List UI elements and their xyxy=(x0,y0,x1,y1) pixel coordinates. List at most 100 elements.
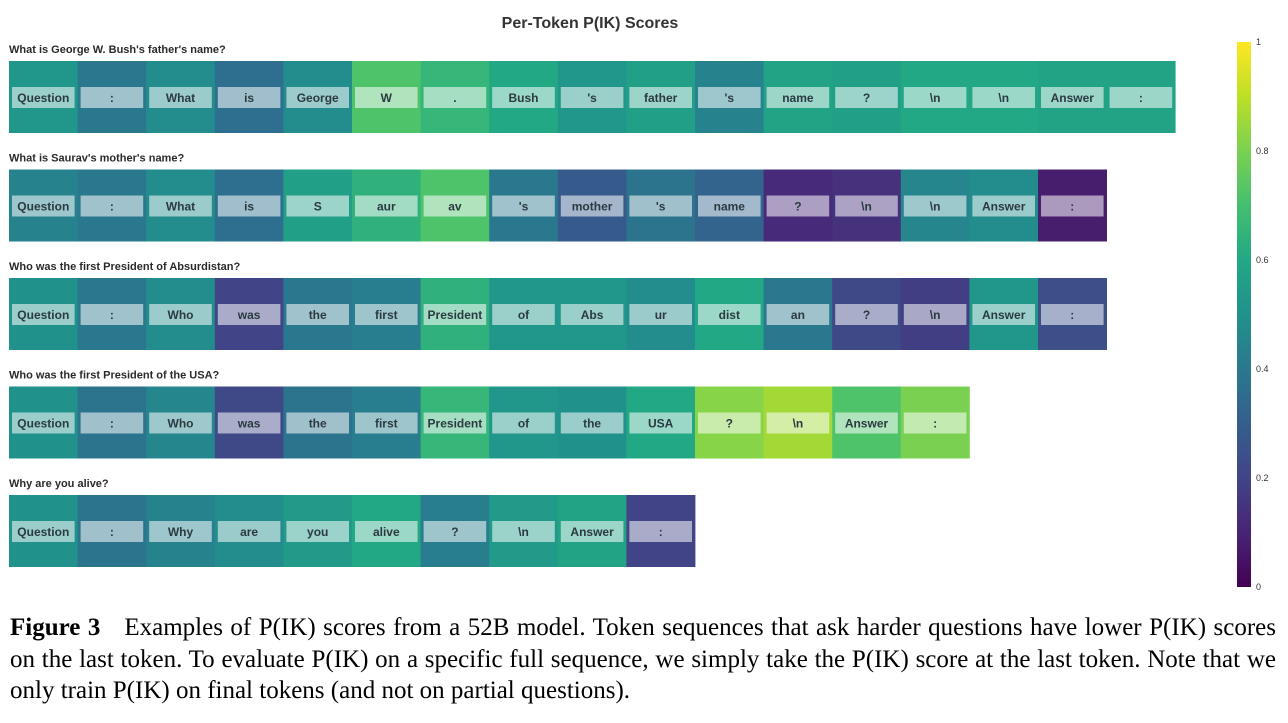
token-label: alive xyxy=(373,525,400,539)
token-label: mother xyxy=(572,200,613,214)
token-label-box xyxy=(423,87,487,108)
token-label: Question xyxy=(17,91,69,105)
token-label: av xyxy=(448,200,462,214)
colorbar-tick-label: 0.8 xyxy=(1256,146,1269,156)
token-label-box xyxy=(286,521,349,542)
token-label-box xyxy=(149,304,212,325)
token-label-box xyxy=(629,521,692,542)
token-label: 's xyxy=(519,200,529,214)
token-label-box xyxy=(217,195,281,217)
token-label: Bush xyxy=(509,91,539,105)
token-label: Answer xyxy=(845,417,889,431)
token-label: \n xyxy=(998,91,1009,105)
token-label-box xyxy=(149,195,212,217)
token-label-box xyxy=(698,87,761,108)
token-label-box xyxy=(835,195,898,217)
token-label: is xyxy=(244,91,254,105)
token-label-box xyxy=(492,195,555,217)
token-label-box xyxy=(1041,87,1104,108)
figure-label: Figure 3 xyxy=(10,614,101,641)
token-label-box xyxy=(629,412,692,434)
token-label-box xyxy=(629,304,692,325)
token-label-box xyxy=(217,304,281,325)
token-label-box xyxy=(217,521,281,542)
token-label: dist xyxy=(719,308,740,322)
token-label-box xyxy=(149,87,212,108)
token-label-box xyxy=(355,195,418,217)
token-label: the xyxy=(583,417,601,431)
token-label: Answer xyxy=(1051,91,1095,105)
token-label: : xyxy=(1139,91,1143,105)
token-label-box xyxy=(560,521,624,542)
token-label-box xyxy=(698,304,761,325)
token-label-box xyxy=(12,304,75,325)
token-label-box xyxy=(423,304,487,325)
token-label: Who xyxy=(168,417,194,431)
question-label: What is Saurav's mother's name? xyxy=(9,153,184,165)
token-label: Question xyxy=(17,525,69,539)
token-label-box xyxy=(560,87,624,108)
colorbar-tick-label: 0.6 xyxy=(1256,255,1269,265)
token-label-box xyxy=(560,304,624,325)
token-label: : xyxy=(110,525,114,539)
question-label: Who was the first President of the USA? xyxy=(9,370,220,382)
token-label: : xyxy=(110,308,114,322)
token-label-box xyxy=(560,195,624,217)
token-label-box xyxy=(492,412,555,434)
token-label-box xyxy=(217,87,281,108)
token-label: : xyxy=(659,525,663,539)
token-label-box xyxy=(423,521,487,542)
token-label-box xyxy=(972,87,1035,108)
token-label: . xyxy=(453,91,456,105)
token-label: : xyxy=(1070,308,1074,322)
token-label: of xyxy=(518,417,530,431)
colorbar-tick-label: 0.2 xyxy=(1256,473,1269,483)
token-label-box xyxy=(80,87,144,108)
colorbar-tick-label: 0 xyxy=(1256,582,1261,592)
token-label: W xyxy=(381,91,393,105)
question-label: Why are you alive? xyxy=(9,478,109,490)
token-label: George xyxy=(297,91,339,105)
token-label-box xyxy=(903,195,967,217)
token-label-box xyxy=(12,521,75,542)
token-label: ? xyxy=(863,91,870,105)
token-label: S xyxy=(314,200,322,214)
token-label: President xyxy=(428,417,483,431)
token-label-box xyxy=(698,412,761,434)
token-label-box xyxy=(903,87,967,108)
token-label-box xyxy=(286,195,349,217)
token-label-box xyxy=(903,304,967,325)
token-label: : xyxy=(1070,200,1074,214)
token-label-box xyxy=(766,195,830,217)
token-label: 's xyxy=(587,91,597,105)
colorbar-ticks: 0 0.2 0.4 0.6 0.8 1 xyxy=(1256,37,1269,592)
token-label: USA xyxy=(648,417,674,431)
token-label: Question xyxy=(17,200,69,214)
token-label: the xyxy=(309,417,327,431)
token-label-box xyxy=(766,412,830,434)
token-label-box xyxy=(286,87,349,108)
token-label-box xyxy=(149,412,212,434)
token-label-box xyxy=(286,412,349,434)
question-label: Who was the first President of Absurdist… xyxy=(9,261,241,273)
token-label: name xyxy=(782,91,814,105)
token-label: name xyxy=(714,200,746,214)
token-label: : xyxy=(110,91,114,105)
token-label: father xyxy=(644,91,678,105)
token-label: Answer xyxy=(570,525,614,539)
token-label: : xyxy=(110,417,114,431)
token-label-box xyxy=(355,304,418,325)
token-label: : xyxy=(110,200,114,214)
token-label: Why xyxy=(168,525,194,539)
token-label-box xyxy=(903,412,967,434)
token-label-box xyxy=(355,412,418,434)
token-label-box xyxy=(217,412,281,434)
token-label-box xyxy=(80,304,144,325)
token-label: What xyxy=(166,91,195,105)
token-label-box xyxy=(629,195,692,217)
token-label: first xyxy=(375,308,398,322)
token-label-box xyxy=(1041,195,1104,217)
token-label: an xyxy=(791,308,805,322)
token-label-box xyxy=(835,412,898,434)
